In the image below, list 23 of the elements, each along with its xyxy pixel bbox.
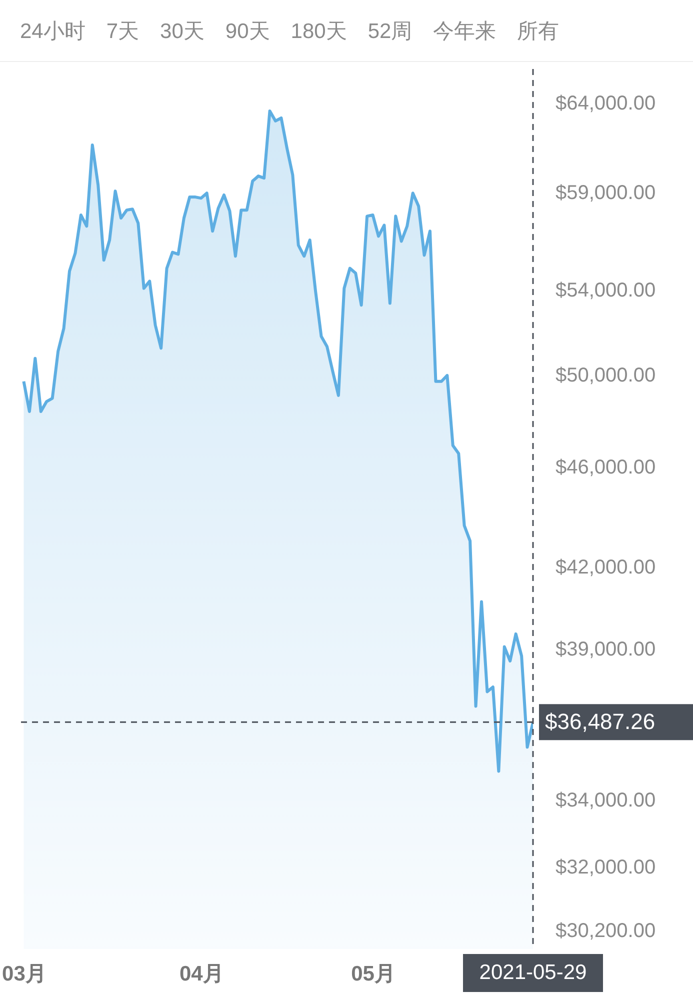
text: 7天 (106, 18, 140, 44)
y-tick-label: $54,000.00 (556, 280, 656, 302)
text: 今年来 (433, 18, 496, 44)
text: 52周 (368, 18, 412, 44)
text: 所有 (517, 18, 560, 44)
y-tick-label: $42,000.00 (556, 556, 656, 579)
text: 90天 (225, 18, 270, 44)
text: 24小时 (20, 18, 86, 44)
text: 180天 (290, 18, 347, 44)
x-tick-label: 03月 (2, 962, 46, 986)
ref-line-label: 2021-05-29 (479, 961, 587, 984)
y-tick-label: $50,000.00 (556, 364, 656, 386)
y-tick-label: $59,000.00 (556, 182, 656, 204)
y-tick-label: $30,200.00 (556, 920, 656, 942)
text: 30天 (160, 18, 204, 44)
x-tick-label: 04月 (179, 962, 224, 986)
x-tick-label: 05月 (351, 962, 396, 986)
y-tick-label: $64,000.00 (556, 92, 656, 114)
y-tick-label: $34,000.00 (556, 789, 656, 812)
y-tick-label: $32,000.00 (556, 856, 656, 878)
ref-line-label: $36,487.26 (545, 709, 656, 734)
y-tick-label: $46,000.00 (556, 456, 656, 478)
y-tick-label: $39,000.00 (556, 638, 656, 660)
